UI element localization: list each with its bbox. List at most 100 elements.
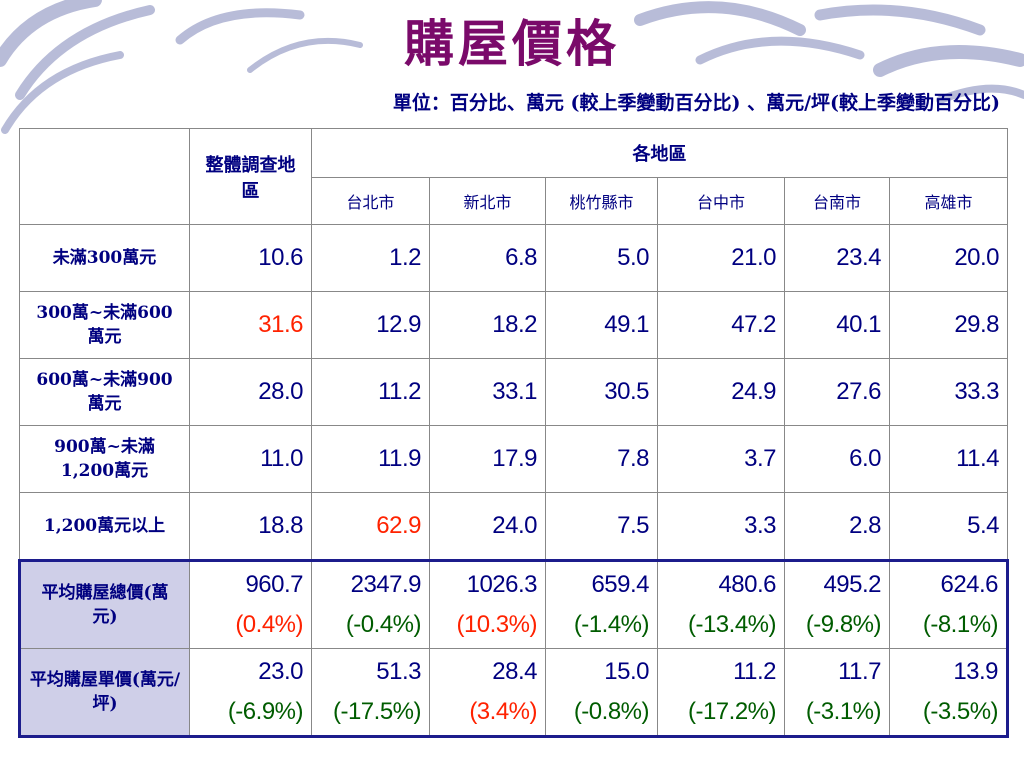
avg-unit-price-row: 平均購屋單價(萬元/坪) 23.0 (-6.9%) 51.3 (-17.5%) 28… [18,648,1010,738]
housing-price-table: 整體調查地區 各地區 台北市 新北市 桃竹縣市 台中市 台南市 高雄市 未滿30… [18,128,1010,738]
value-cell: 33.3 [888,358,1009,426]
region-header: 台中市 [657,177,785,225]
value-cell: 960.7 (0.4%) [189,559,312,649]
table-row: 900萬~未滿1,200萬元 11.0 11.9 17.9 7.8 3.7 6.… [19,425,1009,493]
value-cell: 23.4 [784,224,890,292]
change-value: (-6.9%) [227,698,304,725]
table-corner-cell [19,128,190,225]
row-label: 未滿300萬元 [19,224,190,292]
avg-value: 15.0 [604,658,649,685]
table-row: 未滿300萬元 10.6 1.2 6.8 5.0 21.0 23.4 20.0 [19,224,1009,292]
value-cell: 11.2 [311,358,430,426]
unit-note: 單位：百分比、萬元 (較上季變動百分比) 、萬元/坪(較上季變動百分比) [392,92,1000,114]
value-cell: 51.3 (-17.5%) [311,648,430,738]
value-cell: 47.2 [657,291,785,359]
row-label: 平均購屋總價(萬元) [18,559,190,649]
value-cell: 27.6 [784,358,890,426]
change-value: (-8.1%) [922,611,999,638]
value-cell: 11.7 (-3.1%) [784,648,890,738]
value-cell: 1026.3 (10.3%) [429,559,546,649]
value-cell: 1.2 [311,224,430,292]
value-cell: 2.8 [784,492,890,561]
change-value: (-1.4%) [573,611,650,638]
value-cell: 20.0 [888,224,1009,292]
avg-total-price-row: 平均購屋總價(萬元) 960.7 (0.4%) 2347.9 (-0.4%) 102… [18,559,1010,649]
change-value: (10.3%) [456,611,537,638]
region-group-header: 各地區 [310,128,1009,178]
region-header: 桃竹縣市 [545,177,658,225]
value-cell: 23.0 (-6.9%) [189,648,312,738]
region-header: 台北市 [311,177,430,225]
change-value: (0.4%) [235,611,303,638]
value-cell: 18.8 [189,492,312,561]
value-cell: 13.9 (-3.5%) [888,648,1010,738]
value-cell: 3.7 [657,425,785,493]
region-header: 高雄市 [888,177,1009,225]
value-cell: 6.0 [784,425,890,493]
value-cell: 10.6 [189,224,312,292]
overall-header: 整體調查地區 [189,128,312,225]
avg-value: 2347.9 [350,571,422,598]
value-cell: 6.8 [429,224,546,292]
avg-value: 480.6 [718,571,776,598]
avg-value: 624.6 [940,571,999,598]
change-value: (3.4%) [469,698,537,725]
value-cell: 5.0 [545,224,658,292]
row-label: 1,200萬元以上 [19,492,190,561]
value-cell-highlight: 62.9 [311,492,430,561]
value-cell: 49.1 [545,291,658,359]
value-cell: 33.1 [429,358,546,426]
table-row: 600萬~未滿900萬元 28.0 11.2 33.1 30.5 24.9 27… [19,358,1009,426]
change-value: (-9.8%) [805,611,882,638]
overall-header-label: 整體調查地區 [205,154,296,202]
value-cell: 28.4 (3.4%) [429,648,546,738]
value-cell: 480.6 (-13.4%) [657,559,785,649]
value-cell: 11.0 [189,425,312,493]
page-title: 購屋價格 [404,14,620,73]
table-row: 300萬~未滿600萬元 31.6 12.9 18.2 49.1 47.2 40… [19,291,1009,359]
value-cell: 11.4 [888,425,1009,493]
change-value: (-17.2%) [687,698,777,725]
value-cell: 18.2 [429,291,546,359]
value-cell: 24.9 [657,358,785,426]
avg-value: 960.7 [245,571,303,598]
change-value: (-0.4%) [345,611,422,638]
avg-value: 13.9 [953,658,999,685]
avg-value: 495.2 [823,571,881,598]
value-cell: 2347.9 (-0.4%) [311,559,430,649]
value-cell: 11.2 (-17.2%) [657,648,785,738]
row-label: 300萬~未滿600萬元 [19,291,190,359]
value-cell: 11.9 [311,425,430,493]
value-cell: 659.4 (-1.4%) [545,559,658,649]
value-cell: 624.6 (-8.1%) [888,559,1010,649]
change-value: (-13.4%) [687,611,777,638]
avg-value: 1026.3 [466,571,538,598]
change-value: (-0.8%) [573,698,650,725]
row-label: 平均購屋單價(萬元/坪) [18,648,190,738]
value-cell: 495.2 (-9.8%) [784,559,890,649]
value-cell: 28.0 [189,358,312,426]
value-cell: 5.4 [888,492,1009,561]
value-cell: 24.0 [429,492,546,561]
avg-value: 28.4 [492,658,537,685]
avg-value: 11.2 [733,658,776,685]
value-cell-highlight: 31.6 [189,291,312,359]
change-value: (-3.1%) [805,698,882,725]
table-row: 1,200萬元以上 18.8 62.9 24.0 7.5 3.3 2.8 5.4 [19,492,1009,561]
decorative-swirl-background [0,0,1024,134]
value-cell: 40.1 [784,291,890,359]
value-cell: 7.5 [545,492,658,561]
value-cell: 29.8 [888,291,1009,359]
value-cell: 30.5 [545,358,658,426]
avg-value: 23.0 [258,658,303,685]
row-label: 900萬~未滿1,200萬元 [19,425,190,493]
value-cell: 17.9 [429,425,546,493]
change-value: (-17.5%) [332,698,422,725]
region-header: 台南市 [784,177,890,225]
row-label: 600萬~未滿900萬元 [19,358,190,426]
avg-value: 11.7 [838,658,881,685]
value-cell: 3.3 [657,492,785,561]
value-cell: 7.8 [545,425,658,493]
change-value: (-3.5%) [922,698,999,725]
avg-value: 51.3 [376,658,421,685]
